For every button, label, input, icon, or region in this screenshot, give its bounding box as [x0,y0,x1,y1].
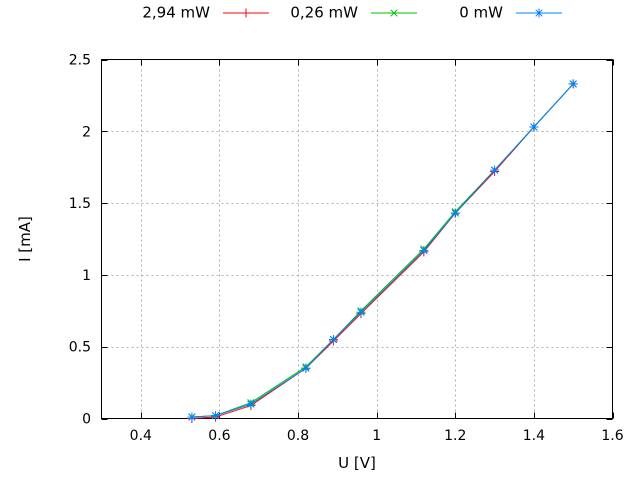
y-tick-label: 2.5 [69,53,91,69]
star-marker-icon [568,79,578,89]
x-axis-label: U [V] [338,454,376,472]
y-tick-label: 0 [82,412,91,428]
star-legend-marker-icon [534,8,544,18]
plus-legend-marker-icon [241,8,251,18]
x-tick-label: 1.6 [601,428,623,444]
star-marker-icon [490,165,500,175]
axis-ticks [101,59,614,420]
star-marker-icon [246,399,256,409]
x-tick-label: 0.8 [287,428,309,444]
x-tick-label: 0.4 [130,428,152,444]
plot-border [101,59,613,419]
x-tick-label: 0.6 [208,428,230,444]
series-0-group [187,79,578,423]
x-tick-label: 1.4 [523,428,545,444]
y-tick-label: 1.5 [69,196,91,212]
legend-entry: 0 mW [459,4,562,22]
star-marker-icon [187,412,197,422]
legend-label: 2,94 mW [142,4,210,22]
gridlines [101,59,613,419]
series-0-markers [187,79,578,423]
cross-legend-marker-icon [390,9,398,17]
legend-label: 0,26 mW [290,4,358,22]
star-marker-icon [356,307,366,317]
star-marker-icon [328,335,338,345]
series-0-line [191,83,574,419]
legend-label: 0 mW [459,4,503,22]
series-2-group [187,79,578,422]
series-2-line [191,83,574,418]
y-axis-label: I [mA] [16,216,34,262]
x-tick-label: 1 [372,428,381,444]
star-marker-icon [450,208,460,218]
legend-entry: 2,94 mW [142,4,269,22]
x-tick-label: 1.2 [444,428,466,444]
series-1-line [191,83,574,418]
legend: 2,94 mW 0,26 mW 0 mW [142,4,562,22]
y-tick-label: 1 [82,268,91,284]
star-marker-icon [210,411,220,421]
legend-entry: 0,26 mW [290,4,417,22]
star-marker-icon [419,245,429,255]
star-marker-icon [301,363,311,373]
y-tick-label: 2 [82,124,91,140]
y-tick-label: 0.5 [69,340,91,356]
series-2-markers [187,79,578,422]
star-marker-icon [529,122,539,132]
